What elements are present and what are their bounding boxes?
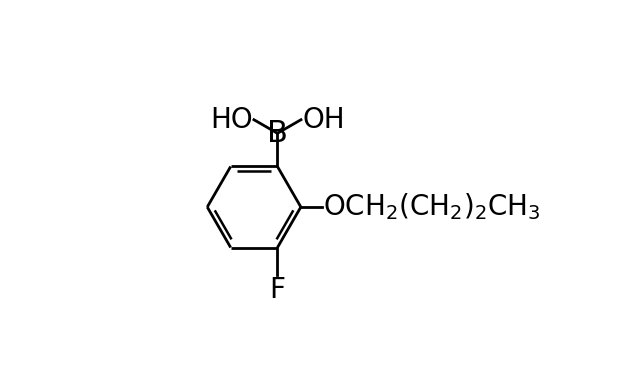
- Text: B: B: [267, 119, 288, 148]
- Text: HO: HO: [210, 106, 252, 134]
- Text: F: F: [269, 276, 285, 304]
- Text: OCH$_2$(CH$_2$)$_2$CH$_3$: OCH$_2$(CH$_2$)$_2$CH$_3$: [323, 192, 541, 222]
- Text: OH: OH: [303, 106, 345, 134]
